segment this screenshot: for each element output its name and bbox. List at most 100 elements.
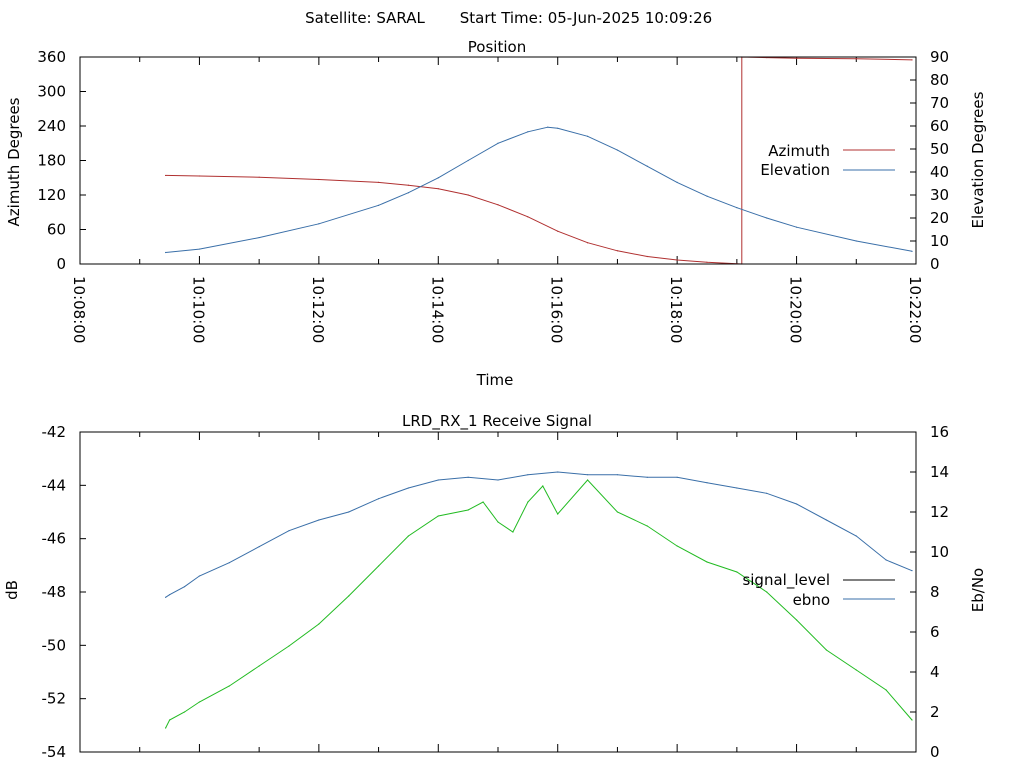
position-point-elevation <box>318 223 320 225</box>
receive-signal-y2-tick-label: 8 <box>930 583 940 601</box>
receive-signal-point-ebno <box>766 591 768 593</box>
start-time-label: Start Time: 05-Jun-2025 10:09:26 <box>460 9 712 27</box>
position-point-elevation <box>557 127 559 129</box>
receive-signal-y2-tick-label: 16 <box>930 423 949 441</box>
receive-signal-point-ebno <box>706 561 708 563</box>
receive-signal-y2-tick-label: 14 <box>930 463 949 481</box>
receive-signal-point-signal-level <box>885 559 887 561</box>
position-point-elevation <box>911 250 913 252</box>
position-plot-frame <box>79 56 917 265</box>
receive-signal-y-tick-label: -46 <box>42 530 67 548</box>
receive-signal-point-signal-level <box>527 474 529 476</box>
position-point-elevation <box>377 204 380 206</box>
position-point-elevation <box>646 165 648 167</box>
position-y2-tick-label: 20 <box>930 209 949 227</box>
receive-signal-y2-axis-label: Eb/No <box>969 568 987 612</box>
receive-signal-point-ebno <box>557 513 559 515</box>
position-point-elevation <box>676 181 678 183</box>
position-point-elevation <box>586 135 589 137</box>
receive-signal-point-signal-level <box>168 594 171 596</box>
receive-signal-point-signal-level <box>183 586 186 588</box>
position-point-azimuth <box>646 255 648 258</box>
receive-signal-point-ebno <box>512 531 514 533</box>
position-point-azimuth <box>497 204 499 206</box>
position-y2-tick-label: 90 <box>930 48 949 66</box>
receive-signal-point-ebno <box>467 509 469 511</box>
position-point-elevation <box>706 195 708 197</box>
receive-signal-point-ebno <box>318 623 320 625</box>
receive-signal-point-signal-level <box>348 511 350 513</box>
receive-signal-point-signal-level <box>616 474 619 476</box>
receive-signal-legend: signal_level ebno <box>742 571 895 609</box>
receive-signal-point-signal-level <box>467 476 469 478</box>
position-point-azimuth <box>198 175 201 177</box>
position-y2-tick-label: 40 <box>930 163 949 181</box>
position-y-tick-label: 120 <box>37 186 66 204</box>
position-point-azimuth <box>407 184 410 186</box>
receive-signal-point-signal-level <box>258 546 260 548</box>
position-point-elevation <box>467 159 469 162</box>
position-x-tick-label: 10:16:00 <box>548 276 566 343</box>
receive-signal-point-ebno <box>348 595 350 597</box>
legend-label-elevation: Elevation <box>760 161 830 179</box>
receive-signal-y-tick-label: -44 <box>42 476 67 494</box>
receive-signal-chart-title: LRD_RX_1 Receive Signal <box>402 412 592 431</box>
receive-signal-point-signal-level <box>228 562 230 564</box>
position-point-elevation <box>407 192 410 194</box>
receive-signal-y-tick-label: -50 <box>42 636 67 654</box>
position-point-elevation <box>527 131 529 133</box>
receive-signal-point-signal-level <box>855 535 857 537</box>
receive-signal-y2-tick-label: 6 <box>930 623 940 641</box>
position-x-tick-label: 10:10:00 <box>189 276 207 343</box>
position-legend: Azimuth Elevation <box>760 142 895 179</box>
position-y-axis-label: Azimuth Degrees <box>5 97 23 226</box>
receive-signal-point-ebno <box>586 479 589 481</box>
position-y2-tick-label: 0 <box>930 255 940 273</box>
position-point-azimuth <box>586 242 589 244</box>
position-y-tick-label: 180 <box>37 152 66 170</box>
position-point-azimuth <box>377 181 380 183</box>
position-point-azimuth <box>527 216 529 218</box>
receive-signal-point-ebno <box>497 521 499 523</box>
position-x-tick-label: 10:18:00 <box>667 276 685 343</box>
position-point-azimuth <box>318 178 320 181</box>
receive-signal-point-signal-level <box>557 471 559 473</box>
receive-signal-y-tick-label: -48 <box>42 583 67 601</box>
satellite-label: Satellite: SARAL <box>305 9 425 27</box>
receive-signal-point-ebno <box>407 535 410 537</box>
receive-signal-y2-tick-label: 10 <box>930 543 949 561</box>
position-point-azimuth <box>795 57 798 59</box>
receive-signal-point-signal-level <box>766 492 768 494</box>
receive-signal-point-ebno <box>228 685 230 687</box>
receive-signal-plot-frame <box>79 431 917 753</box>
position-y-tick-label: 240 <box>37 117 66 135</box>
position-point-azimuth <box>911 59 913 61</box>
receive-signal-point-ebno <box>198 701 201 703</box>
position-point-azimuth <box>855 58 857 60</box>
position-point-azimuth <box>676 259 678 261</box>
receive-signal-point-signal-level <box>676 476 678 478</box>
legend-label-azimuth: Azimuth <box>768 142 830 160</box>
receive-signal-point-ebno <box>437 515 439 517</box>
receive-signal-point-signal-level <box>646 476 648 478</box>
position-point-elevation <box>198 248 201 250</box>
position-point-azimuth <box>616 250 619 252</box>
receive-signal-point-ebno <box>527 501 529 503</box>
receive-signal-y2-tick-label: 4 <box>930 663 940 681</box>
receive-signal-series <box>164 471 913 729</box>
receive-signal-point-ebno <box>288 645 290 647</box>
receive-signal-point-ebno <box>168 719 171 721</box>
position-y2-tick-label: 50 <box>930 140 949 158</box>
position-x-tick-label: 10:12:00 <box>309 276 327 343</box>
receive-signal-point-ebno <box>885 689 887 691</box>
receive-signal-point-ebno <box>795 619 798 621</box>
position-chart: Position Azimuth Degrees Elevation Degre… <box>5 38 987 389</box>
receive-signal-point-ebno <box>183 711 186 713</box>
position-y-tick-label: 360 <box>37 48 66 66</box>
receive-signal-point-ebno <box>482 501 484 503</box>
receive-signal-point-ebno <box>616 511 619 513</box>
receive-signal-point-ebno <box>736 571 738 573</box>
receive-signal-y2-tick-label: 12 <box>930 503 949 521</box>
receive-signal-point-signal-level <box>795 503 798 505</box>
